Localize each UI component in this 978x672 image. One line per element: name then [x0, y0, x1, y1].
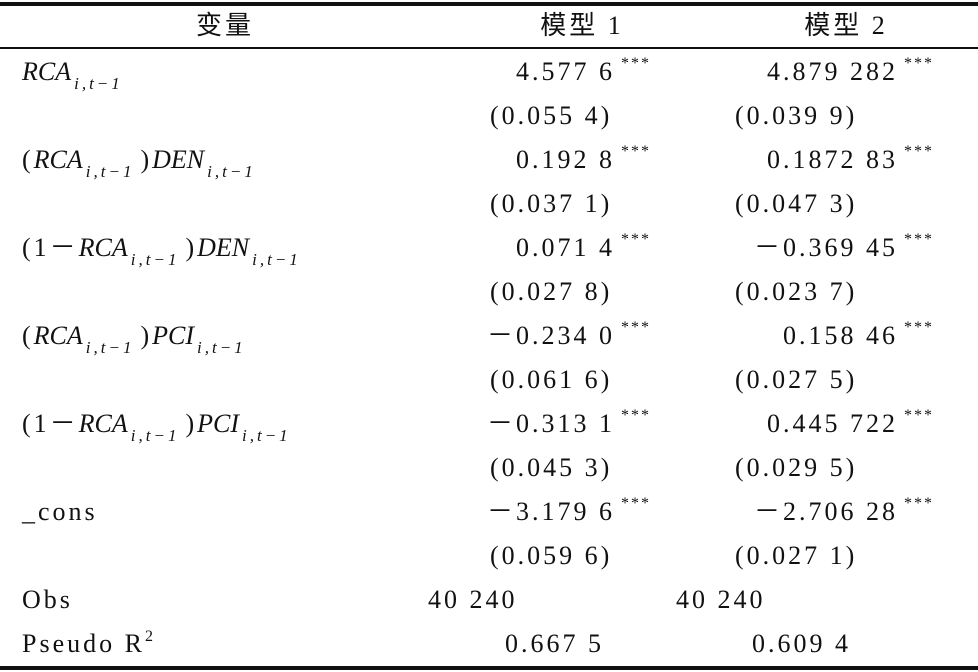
coefficient: 4.879 282 *** — [767, 55, 932, 87]
label-part: ( — [22, 321, 34, 350]
significance-stars: *** — [904, 407, 934, 424]
coefficient: 0.1872 83 *** — [767, 143, 932, 175]
coefficient: －0.234 0 *** — [487, 319, 649, 351]
label-part: (1－ — [22, 233, 79, 262]
significance-stars: *** — [621, 231, 651, 248]
coefficient: 4.577 6 *** — [516, 55, 649, 87]
r2-value: 0.609 4 — [752, 629, 851, 658]
significance-stars: *** — [904, 319, 934, 336]
coefficient: －0.313 1 *** — [487, 407, 649, 439]
standard-error: (0.055 4) — [490, 101, 613, 130]
significance-stars: *** — [904, 143, 934, 160]
significance-stars: *** — [621, 55, 651, 72]
standard-error: (0.029 5) — [735, 453, 858, 482]
significance-stars: *** — [621, 143, 651, 160]
label-part: i,t−1 — [207, 162, 256, 181]
label-part: i,t−1 — [197, 338, 246, 357]
standard-error: (0.039 9) — [735, 101, 858, 130]
significance-stars: *** — [904, 231, 934, 248]
label-part: i,t−1 — [85, 162, 135, 181]
standard-error: (0.027 8) — [490, 277, 613, 306]
coefficient: 0.158 46 *** — [783, 319, 932, 351]
label-part: i,t−1 — [130, 250, 180, 269]
label-part: (1－ — [22, 409, 79, 438]
standard-error: (0.037 1) — [490, 189, 613, 218]
r2-superscript: 2 — [144, 628, 156, 645]
standard-error: (0.061 6) — [490, 365, 613, 394]
significance-stars: *** — [904, 495, 934, 512]
coefficient: 0.445 722 *** — [767, 407, 932, 439]
standard-error: (0.027 1) — [735, 541, 858, 570]
obs-value: 40 240 — [428, 585, 518, 614]
obs-label: Obs — [22, 585, 73, 614]
top-rule — [0, 2, 978, 6]
standard-error: (0.045 3) — [490, 453, 613, 482]
label-part: PCI — [197, 409, 240, 438]
standard-error: (0.023 7) — [735, 277, 858, 306]
header-cell: 变量 — [195, 11, 255, 40]
label-part: RCA — [33, 145, 83, 174]
significance-stars: *** — [621, 407, 651, 424]
r2-value: 0.667 5 — [505, 629, 604, 658]
variable-label: (RCA i,t−1)PCI i,t−1 — [22, 321, 252, 357]
label-part: i,t−1 — [130, 426, 180, 445]
label-part: RCA — [78, 409, 128, 438]
obs-value: 40 240 — [676, 585, 766, 614]
significance-stars: *** — [904, 55, 934, 72]
label-part: PCI — [152, 321, 195, 350]
label-part: ) — [185, 233, 198, 262]
label-part: RCA — [78, 233, 128, 262]
label-part: i,t−1 — [252, 250, 301, 269]
label-part: ) — [140, 321, 153, 350]
label-part: DEN — [152, 145, 205, 174]
standard-error: (0.027 5) — [735, 365, 858, 394]
standard-error: (0.059 6) — [490, 541, 613, 570]
header-cell: 模型 1 — [540, 11, 624, 40]
label-part: i,t−1 — [242, 426, 291, 445]
label-part: i,t−1 — [74, 74, 123, 93]
variable-label: (1－RCA i,t−1)PCI i,t−1 — [22, 409, 297, 445]
header-rule — [0, 47, 978, 49]
label-part: RCA — [22, 57, 72, 86]
bottom-rule — [0, 666, 978, 670]
coefficient: 0.192 8 *** — [516, 143, 649, 175]
coefficient: －2.706 28 *** — [754, 495, 932, 527]
coefficient: 0.071 4 *** — [516, 231, 649, 263]
significance-stars: *** — [621, 319, 651, 336]
coefficient: －0.369 45 *** — [754, 231, 932, 263]
variable-label: (RCA i,t−1)DEN i,t−1 — [22, 145, 262, 181]
label-part: _cons — [22, 497, 98, 526]
label-part: ( — [22, 145, 34, 174]
standard-error: (0.047 3) — [735, 189, 858, 218]
variable-label: _cons — [22, 497, 98, 527]
header-cell: 模型 2 — [804, 11, 888, 40]
label-part: ) — [140, 145, 153, 174]
label-part: ) — [185, 409, 198, 438]
coefficient: －3.179 6 *** — [487, 495, 649, 527]
r2-label: Pseudo R2 — [22, 628, 156, 658]
label-part: RCA — [33, 321, 83, 350]
significance-stars: *** — [621, 495, 651, 512]
variable-label: RCA i,t−1 — [22, 57, 129, 93]
variable-label: (1－RCA i,t−1)DEN i,t−1 — [22, 233, 307, 269]
label-part: i,t−1 — [85, 338, 135, 357]
label-part: DEN — [197, 233, 250, 262]
